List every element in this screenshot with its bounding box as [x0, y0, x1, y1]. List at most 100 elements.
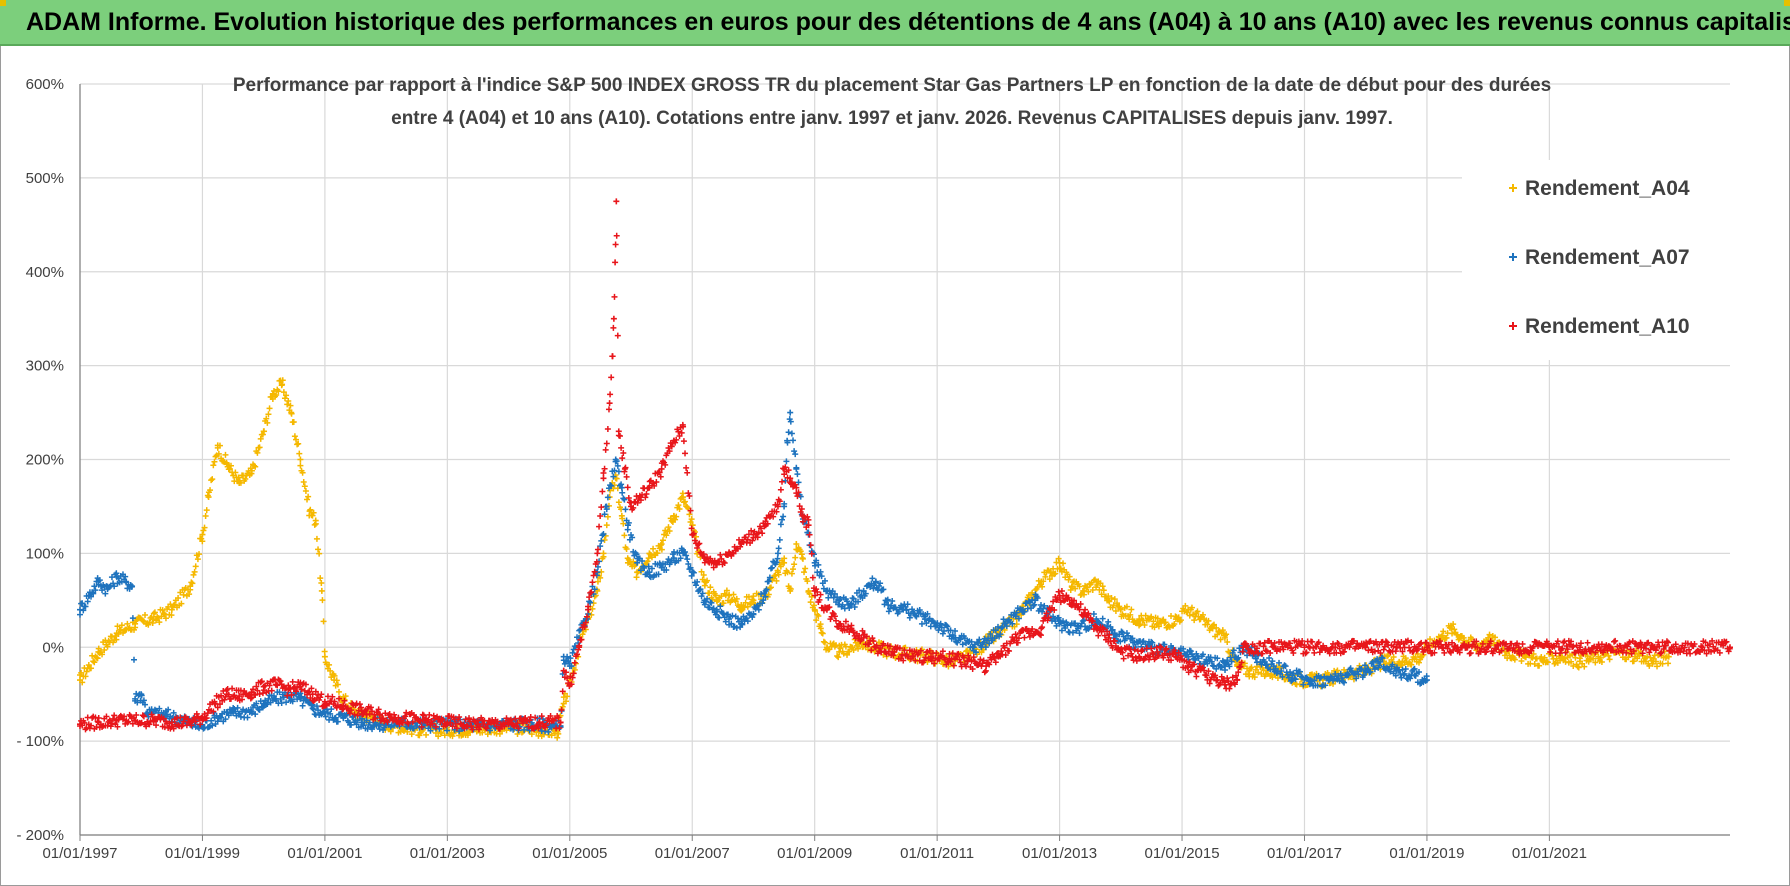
data-marker: [949, 631, 956, 638]
data-marker: [959, 641, 966, 648]
data-marker: [604, 494, 611, 501]
data-marker: [111, 583, 118, 590]
data-marker: [1206, 680, 1213, 687]
data-marker: [1685, 646, 1692, 653]
data-marker: [898, 602, 905, 609]
data-marker: [696, 540, 703, 547]
data-marker: [821, 577, 828, 584]
data-marker: [1000, 616, 1007, 623]
data-marker: [760, 597, 767, 604]
data-marker: [676, 549, 683, 556]
data-marker: [831, 590, 838, 597]
data-marker: [600, 469, 607, 476]
data-marker: [372, 715, 379, 722]
data-marker: [1269, 658, 1276, 665]
data-marker: [1278, 667, 1285, 674]
data-marker: [510, 721, 517, 728]
data-marker: [806, 590, 813, 597]
data-marker: [437, 729, 444, 736]
data-marker: [1341, 679, 1348, 686]
data-marker: [302, 681, 309, 688]
data-marker: [1450, 621, 1457, 628]
data-marker: [777, 486, 784, 493]
data-marker: [804, 578, 811, 585]
data-marker: [253, 683, 260, 690]
data-marker: [547, 712, 554, 719]
data-marker: [1182, 602, 1189, 609]
data-marker: [932, 623, 939, 630]
data-marker: [600, 530, 607, 537]
data-marker: [1367, 638, 1374, 645]
data-marker: [601, 511, 608, 518]
x-tick-label: 01/01/2017: [1267, 845, 1342, 862]
data-marker: [1171, 646, 1178, 653]
data-marker: [1260, 643, 1267, 650]
data-marker: [1237, 663, 1244, 670]
data-marker: [1659, 660, 1666, 667]
data-marker: [1149, 649, 1156, 656]
data-marker: [926, 615, 933, 622]
data-marker: [688, 572, 695, 579]
data-marker: [981, 669, 988, 676]
data-marker: [1522, 654, 1529, 661]
data-marker: [1625, 654, 1632, 661]
data-marker: [560, 694, 567, 701]
data-marker: [438, 730, 445, 737]
data-marker: [643, 491, 650, 498]
data-marker: [1085, 610, 1092, 617]
data-marker: [574, 634, 581, 641]
data-marker: [758, 525, 765, 532]
data-marker: [996, 652, 1003, 659]
data-marker: [1587, 648, 1594, 655]
data-marker: [514, 720, 521, 727]
data-marker: [690, 569, 697, 576]
data-marker: [568, 681, 575, 688]
data-marker: [526, 717, 533, 724]
data-marker: [748, 527, 755, 534]
data-marker: [794, 493, 801, 500]
data-marker: [601, 536, 608, 543]
data-marker: [848, 600, 855, 607]
data-marker: [227, 710, 234, 717]
data-marker: [1174, 615, 1181, 622]
data-marker: [380, 715, 387, 722]
data-marker: [1041, 602, 1048, 609]
data-marker: [1514, 640, 1521, 647]
data-marker: [1082, 606, 1089, 613]
data-marker: [1287, 640, 1294, 647]
data-marker: [300, 479, 307, 486]
data-marker: [162, 615, 169, 622]
data-marker: [790, 566, 797, 573]
data-marker: [277, 695, 284, 702]
data-marker: [1129, 635, 1136, 642]
data-marker: [351, 711, 358, 718]
data-marker: [1128, 650, 1135, 657]
data-marker: [257, 679, 264, 686]
data-marker: [774, 555, 781, 562]
data-marker: [1225, 648, 1232, 655]
data-marker: [1263, 648, 1270, 655]
data-marker: [1238, 659, 1245, 666]
data-marker: [609, 353, 616, 360]
data-marker: [293, 688, 299, 695]
data-marker: [79, 679, 86, 686]
data-marker: [239, 696, 245, 703]
data-marker: [1518, 650, 1525, 657]
data-marker: [1722, 639, 1729, 646]
data-marker: [288, 410, 295, 417]
data-marker: [363, 711, 370, 718]
data-marker: [197, 721, 204, 728]
data-marker: [1337, 670, 1344, 677]
data-marker: [952, 627, 959, 634]
data-marker: [688, 525, 695, 532]
data-marker: [782, 477, 789, 484]
data-marker: [1091, 576, 1098, 583]
chart-title-line2: entre 4 (A04) et 10 ans (A10). Cotations…: [391, 108, 1393, 129]
data-marker: [1037, 632, 1044, 639]
data-marker: [840, 650, 847, 657]
data-marker: [214, 718, 221, 725]
data-marker: [833, 617, 839, 624]
data-marker: [1209, 622, 1216, 629]
data-marker: [1407, 675, 1414, 682]
data-marker: [1419, 652, 1426, 659]
